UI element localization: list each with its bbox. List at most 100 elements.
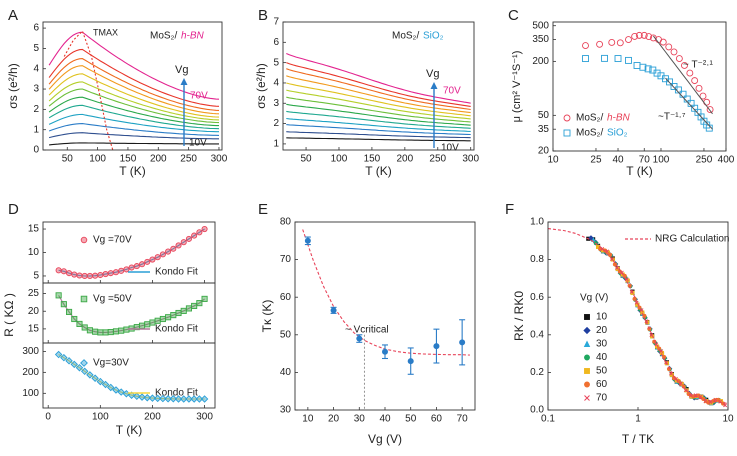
legend-label: 70 <box>596 393 608 404</box>
x-axis-tick-label: 0 <box>45 412 51 423</box>
data-point <box>200 395 209 403</box>
legend-marker <box>583 326 591 335</box>
data-point <box>459 339 466 346</box>
x-axis-tick-label: 200 <box>397 154 414 165</box>
x-axis-tick-label: 250 <box>180 154 197 165</box>
y-axis-label: σs (e²/h) <box>254 63 268 108</box>
y-axis-tick-label: 100 <box>22 388 39 399</box>
legend-marker <box>584 314 590 320</box>
series-line-vg-45 <box>286 89 471 120</box>
data-point-hbn <box>670 48 678 56</box>
data-point <box>55 292 62 299</box>
data-point <box>117 388 125 396</box>
data-point-sio2 <box>639 63 647 71</box>
data-point <box>138 322 146 329</box>
y-axis-tick-label: 50 <box>280 329 292 340</box>
y-axis-tick-label: 70 <box>280 254 292 265</box>
y-axis-tick-label: 30 <box>280 405 292 416</box>
legend-marker <box>80 359 88 367</box>
series-line-vg-20 <box>286 124 471 136</box>
x-axis-tick-label: 70 <box>639 155 651 166</box>
x-axis-label: T (K) <box>119 164 145 178</box>
x-axis-tick-label: 250 <box>429 154 446 165</box>
data-point <box>97 271 104 279</box>
legend-label: 60 <box>596 379 608 390</box>
legend-label: 10 <box>596 312 608 323</box>
data-point-hbn <box>616 39 624 47</box>
legend-label: Vg =50V <box>93 294 132 305</box>
series-line-vg-65 <box>286 62 471 107</box>
data-point <box>170 312 177 319</box>
y-axis-tick-label: 80 <box>280 217 292 228</box>
series-line-vg-50 <box>286 82 471 117</box>
data-point <box>144 258 151 265</box>
y-axis-tick-label: 200 <box>22 367 39 378</box>
y-axis-tick-label: 0.6 <box>530 292 544 303</box>
series-line-vg-30 <box>48 104 220 130</box>
data-point <box>185 305 192 312</box>
panel-letter: A <box>8 7 18 24</box>
data-point <box>174 395 183 403</box>
data-point-sio2 <box>601 54 608 62</box>
vg-high-label: 70V <box>443 86 461 97</box>
series-line-vg-55 <box>48 65 220 115</box>
nrg-legend-label: NRG Calculation <box>655 234 729 245</box>
x-axis-tick-label: 300 <box>211 154 228 165</box>
data-point <box>159 251 166 258</box>
fit-label-hbn: ~ T⁻²·¹ <box>683 60 713 71</box>
data-point <box>196 300 203 307</box>
legend-marker <box>583 340 591 347</box>
series-line-vg-15 <box>48 132 219 140</box>
data-point <box>407 358 414 365</box>
legend-label: 30 <box>596 339 608 350</box>
data-point <box>148 394 157 402</box>
data-point <box>175 309 182 317</box>
fit-legend-label: Kondo Fit <box>155 267 198 278</box>
y-axis-tick-label: 5 <box>273 57 279 68</box>
y-axis-tick-label: 15 <box>28 224 40 235</box>
legend-label: MoS₂/ <box>576 128 603 139</box>
exponential-fit <box>302 229 470 356</box>
data-point <box>190 395 198 403</box>
data-point <box>71 271 78 278</box>
series-line-vg-35 <box>48 96 219 127</box>
x-axis-tick-label: 250 <box>696 155 713 166</box>
fit-legend-label: Kondo Fit <box>155 324 198 335</box>
x-axis-tick-label: 100 <box>331 154 348 165</box>
y-axis-label: Tκ (K) <box>260 300 274 333</box>
x-axis-tick-label: 10 <box>547 155 559 166</box>
data-point-hbn <box>706 106 714 114</box>
axes-frame <box>294 221 476 411</box>
x-axis-tick-label: 300 <box>462 154 479 165</box>
x-axis-label: T (K) <box>626 164 652 178</box>
data-point <box>102 271 109 278</box>
data-point <box>143 393 151 402</box>
y-axis-tick-label: 350 <box>532 34 549 45</box>
data-point-hbn <box>645 33 653 41</box>
legend-label: MoS₂/ <box>576 113 603 124</box>
substrate-label: SiO₂ <box>423 31 444 42</box>
data-point <box>144 321 151 328</box>
data-point <box>102 329 109 336</box>
series-line-vg-20 <box>48 123 220 136</box>
data-point <box>191 232 198 239</box>
fit-label-sio2: ~T⁻¹·⁷ <box>658 112 686 123</box>
data-point <box>191 302 198 309</box>
axes-frame <box>282 21 475 151</box>
data-point <box>118 327 125 334</box>
data-point <box>154 317 161 324</box>
data-point-hbn <box>596 40 604 48</box>
x-axis-tick-label: 50 <box>300 154 312 165</box>
data-point <box>66 308 73 315</box>
x-axis-tick-label: 50 <box>405 414 417 425</box>
data-point <box>382 348 388 355</box>
data-point-hbn <box>640 31 648 39</box>
series-line-vg-60 <box>48 58 220 111</box>
material-label: MoS₂/ <box>392 31 419 42</box>
data-point <box>180 239 187 246</box>
data-point-vg-20 <box>588 235 594 241</box>
y-axis-tick-label: 1 <box>33 124 39 135</box>
y-axis-tick-label: 6 <box>33 23 39 34</box>
data-point-hbn <box>659 38 667 46</box>
data-point <box>196 229 203 236</box>
